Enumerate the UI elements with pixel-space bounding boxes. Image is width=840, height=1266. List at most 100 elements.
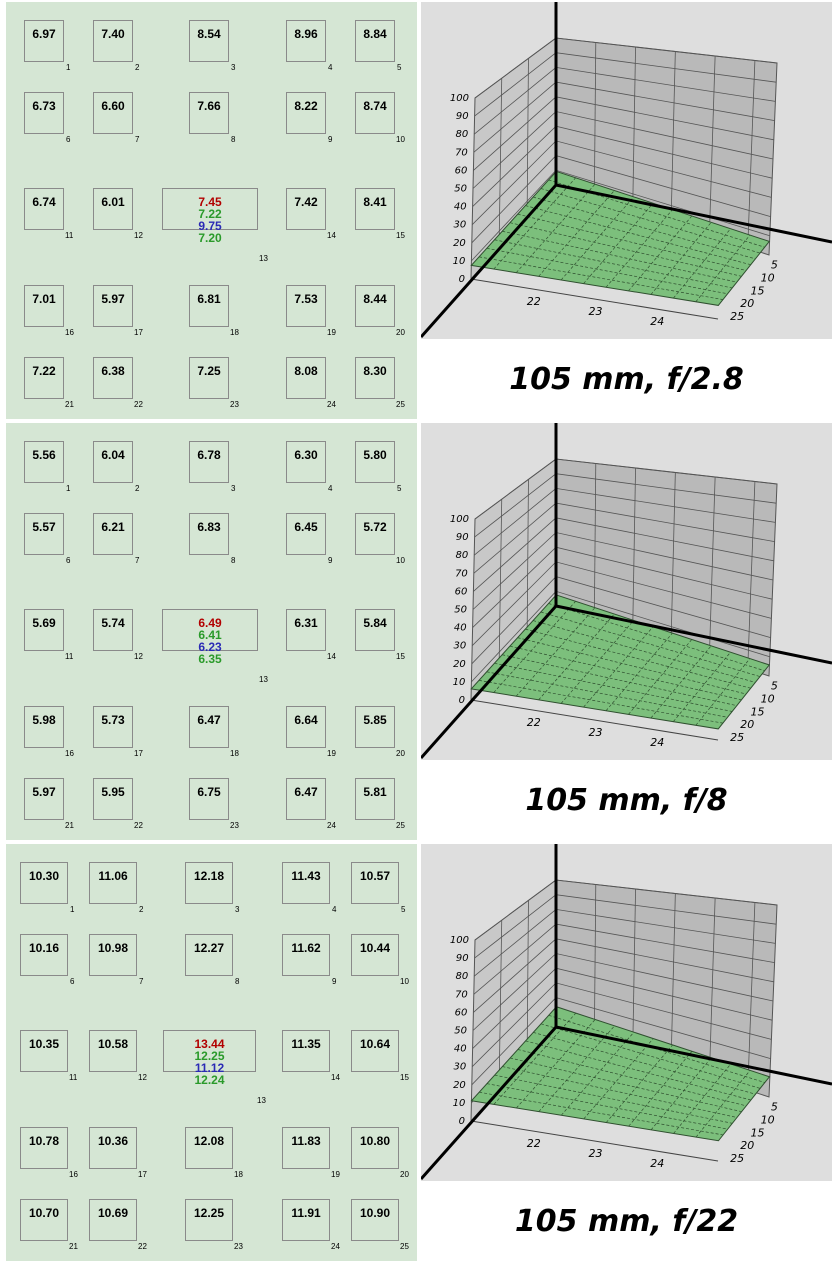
cell-value: 6.47 — [197, 713, 221, 727]
measurement-box — [282, 1127, 330, 1169]
cell-value: 5.97 — [32, 785, 56, 799]
cell-number: 5 — [397, 484, 402, 493]
z-tick-label: 0 — [459, 1116, 465, 1127]
center-green2-value: 12.24 — [194, 1073, 225, 1087]
y-tick-label: 25 — [730, 1152, 744, 1165]
x-axis — [421, 1026, 558, 1180]
y-tick-label: 5 — [771, 680, 778, 693]
cell-number: 25 — [400, 1242, 409, 1251]
cell-value: 6.74 — [32, 195, 56, 209]
cell-number: 18 — [230, 749, 239, 758]
cell-value: 7.40 — [101, 27, 125, 41]
z-tick-label: 80 — [455, 129, 468, 140]
cell-number: 13 — [259, 675, 268, 684]
measurement-box — [20, 1199, 68, 1241]
z-tick-label: 50 — [454, 184, 467, 195]
center-green-value: 6.41 — [198, 628, 222, 642]
z-tick-label: 30 — [453, 220, 466, 231]
cell-number: 12 — [134, 231, 143, 240]
measurement-box — [355, 441, 395, 483]
cell-number: 20 — [400, 1170, 409, 1179]
wall-gridline — [593, 884, 597, 1040]
surface-mesh — [470, 170, 771, 306]
cell-number: 23 — [230, 400, 239, 409]
cell-number: 19 — [327, 749, 336, 758]
cell-number: 7 — [135, 135, 140, 144]
measurement-box — [20, 934, 68, 976]
cell-value: 6.45 — [294, 520, 318, 534]
wall-gridline — [747, 902, 756, 1091]
cell-value: 6.30 — [294, 448, 318, 462]
cell-value: 6.38 — [101, 364, 125, 378]
surface-plot: 0 10 20 30 40 50 60 70 80 90 100 22 23 24 5 10 15 20 25 — [421, 423, 832, 760]
mesh-line — [525, 628, 751, 689]
measurement-box — [355, 778, 395, 820]
y-tick-label: 20 — [740, 718, 754, 731]
x-axis — [421, 184, 558, 338]
measurement-box — [351, 934, 399, 976]
cell-value: 10.16 — [28, 941, 60, 955]
mesh-line — [494, 239, 733, 289]
cell-number: 14 — [327, 231, 336, 240]
center-blue-value: 6.23 — [198, 640, 222, 654]
panel-row: 5.56 1 6.04 2 6.78 3 6.30 4 5.80 5 5.57 6 6.21 7 6.83 8… — [0, 421, 840, 841]
wall-gridline — [498, 78, 503, 248]
mesh-line — [502, 654, 737, 706]
y-axis — [555, 183, 832, 244]
cell-value: 6.73 — [32, 99, 56, 113]
measurement-box — [162, 609, 258, 651]
measurement-box — [286, 92, 326, 134]
measurement-box — [93, 357, 133, 399]
mesh-line — [583, 626, 654, 708]
z-tick-label: 80 — [455, 550, 468, 561]
panel-caption: 105 mm, f/22 — [514, 1204, 739, 1239]
cell-value: 5.84 — [363, 616, 387, 630]
cell-value: 8.54 — [197, 27, 221, 41]
center-blue-value: 9.75 — [198, 219, 222, 233]
cell-number: 15 — [396, 652, 405, 661]
measurement-box — [24, 706, 64, 748]
mesh-line — [517, 637, 747, 695]
cell-value: 10.69 — [97, 1206, 129, 1220]
mesh-line — [493, 177, 576, 270]
measurement-box — [286, 441, 326, 483]
cell-value: 8.44 — [363, 292, 387, 306]
cell-number: 9 — [328, 135, 333, 144]
mesh-line — [486, 671, 728, 718]
center-green-value: 12.25 — [194, 1049, 225, 1063]
floor-edge — [470, 1120, 719, 1162]
z-tick-label: 10 — [453, 677, 466, 688]
cell-number: 23 — [230, 821, 239, 830]
center-green2-value: 7.20 — [198, 231, 222, 245]
measurement-box — [93, 706, 133, 748]
x-tick-label: 23 — [589, 726, 603, 739]
x-tick-label: 23 — [589, 305, 603, 318]
mesh-line — [560, 196, 635, 281]
x-tick-label: 22 — [527, 1137, 541, 1150]
cell-value: 5.98 — [32, 713, 56, 727]
cell-number: 1 — [66, 63, 71, 72]
cell-value: 6.97 — [32, 27, 56, 41]
y-tick-label: 15 — [750, 284, 764, 297]
cell-value: 12.27 — [193, 941, 225, 955]
measurement-box — [24, 609, 64, 651]
cell-number: 18 — [234, 1170, 243, 1179]
y-tick-label: 5 — [771, 259, 778, 272]
z-tick-label: 20 — [453, 238, 466, 249]
mesh-line — [532, 620, 756, 683]
cell-number: 4 — [332, 905, 337, 914]
wall-gridline — [632, 467, 636, 632]
surface-plot: 0 10 20 30 40 50 60 70 80 90 100 22 23 24 5 10 15 20 25 — [421, 844, 832, 1181]
measurement-box — [351, 862, 399, 904]
measurement-box — [282, 862, 330, 904]
cell-number: 11 — [69, 1073, 78, 1082]
y-tick-label: 20 — [740, 1139, 754, 1152]
cell-number: 7 — [135, 556, 140, 565]
measurement-box — [189, 20, 229, 62]
y-tick-label: 5 — [771, 1101, 778, 1114]
z-tick-label: 10 — [453, 256, 466, 267]
x-tick-label: 23 — [589, 1147, 603, 1160]
mesh-line — [538, 613, 615, 701]
mesh-line — [479, 1091, 724, 1136]
